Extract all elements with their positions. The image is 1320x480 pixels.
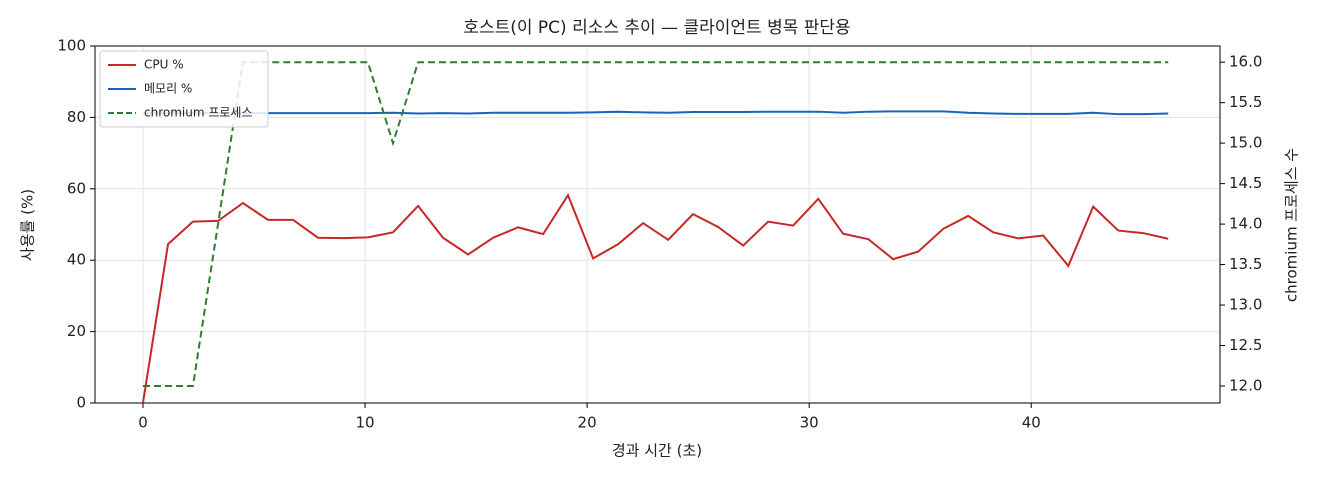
y-tick-label: 0 [76, 394, 86, 412]
x-tick-label: 40 [1022, 414, 1041, 432]
chart-title: 호스트(이 PC) 리소스 추이 — 클라이언트 병목 판단용 [463, 18, 850, 38]
x-tick-label: 30 [800, 414, 819, 432]
y2-tick-label: 15.5 [1229, 93, 1262, 111]
y2-tick-label: 12.0 [1229, 377, 1262, 395]
y-axis-label: 사용률 (%) [19, 189, 37, 261]
y2-tick-label: 14.5 [1229, 174, 1262, 192]
y2-tick-label: 16.0 [1229, 53, 1262, 71]
y-tick-label: 20 [67, 322, 86, 340]
y2-tick-label: 13.0 [1229, 296, 1262, 314]
y-tick-label: 60 [67, 179, 86, 197]
series-line [142, 110, 1169, 116]
y-tick-label: 100 [57, 37, 86, 55]
y2-tick-label: 13.5 [1229, 255, 1262, 273]
legend-label: chromium 프로세스 [144, 106, 253, 120]
x-axis-label: 경과 시간 (초) [612, 442, 702, 460]
y2-tick-label: 12.5 [1229, 336, 1262, 354]
legend-label: 메모리 % [144, 82, 192, 96]
legend-label: CPU % [144, 58, 184, 72]
x-tick-label: 20 [578, 414, 597, 432]
x-tick-label: 10 [355, 414, 374, 432]
y2-tick-label: 14.0 [1229, 215, 1262, 233]
x-tick-label: 0 [138, 414, 148, 432]
y2-tick-label: 15.0 [1229, 134, 1262, 152]
series-line [142, 61, 1169, 387]
y-tick-label: 80 [67, 108, 86, 126]
plot-frame [94, 45, 1221, 404]
series-line [141, 193, 1169, 404]
y2-axis-label: chromium 프로세스 수 [1283, 148, 1301, 302]
y-tick-label: 40 [67, 251, 86, 269]
legend-box [99, 50, 269, 128]
